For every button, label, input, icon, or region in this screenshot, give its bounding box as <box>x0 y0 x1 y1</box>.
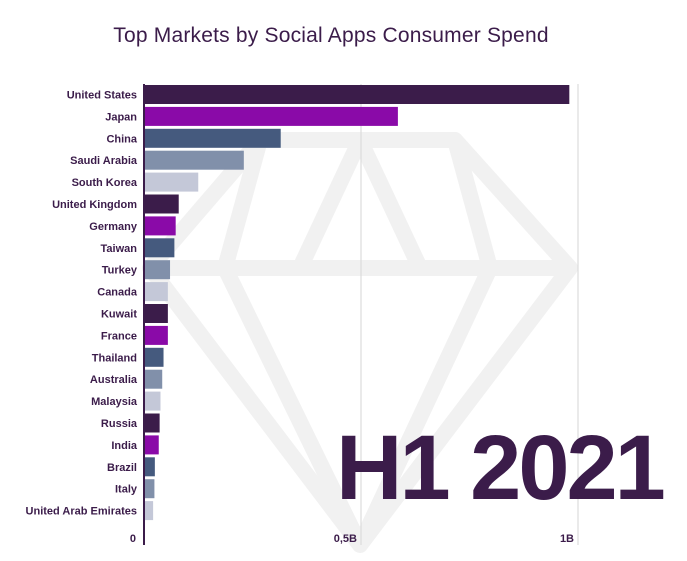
category-label: India <box>111 440 138 452</box>
category-label: Australia <box>90 374 138 386</box>
category-label: China <box>106 133 137 145</box>
tick-label: 0 <box>130 533 136 545</box>
bar <box>144 479 155 499</box>
period-label: H1 2021 <box>336 417 666 519</box>
category-label: Canada <box>97 287 138 299</box>
category-label: France <box>101 330 137 342</box>
category-labels: United States Japan China Saudi Arabia South… <box>26 90 138 518</box>
bar <box>144 238 175 258</box>
bar <box>144 282 168 302</box>
category-label: Turkey <box>102 265 138 277</box>
category-label: Thailand <box>92 352 137 364</box>
tick-label: 1B <box>560 533 574 545</box>
bar <box>144 304 168 323</box>
bars <box>144 85 570 521</box>
category-label: Brazil <box>107 462 137 474</box>
category-label: Russia <box>101 418 138 430</box>
bar <box>144 391 161 411</box>
bar <box>144 369 163 389</box>
bar <box>144 150 244 170</box>
category-label: Germany <box>89 221 138 233</box>
category-label: Taiwan <box>101 243 138 255</box>
category-label: Saudi Arabia <box>70 155 138 167</box>
bar <box>144 457 155 477</box>
tick-labels: 0 0,5B 1B <box>130 533 574 545</box>
bar <box>144 106 398 126</box>
tick-label: 0,5B <box>334 533 357 545</box>
bar <box>144 501 154 521</box>
bar <box>144 172 199 192</box>
bar <box>144 347 164 367</box>
bar <box>144 413 160 433</box>
bar <box>144 325 168 345</box>
gridlines <box>360 84 579 545</box>
category-label: South Korea <box>72 177 138 189</box>
category-label: United Arab Emirates <box>26 506 137 518</box>
category-label: United States <box>67 90 137 102</box>
bar <box>144 85 570 104</box>
category-label: United Kingdom <box>52 199 137 211</box>
bar <box>144 435 159 455</box>
category-label: Italy <box>115 484 138 496</box>
category-label: Japan <box>105 111 137 123</box>
chart-title: Top Markets by Social Apps Consumer Spen… <box>113 24 549 47</box>
bar <box>144 260 171 280</box>
bar <box>144 216 176 236</box>
bar <box>144 194 179 214</box>
bar <box>144 128 281 148</box>
category-label: Kuwait <box>101 309 137 321</box>
category-label: Malaysia <box>91 396 138 408</box>
